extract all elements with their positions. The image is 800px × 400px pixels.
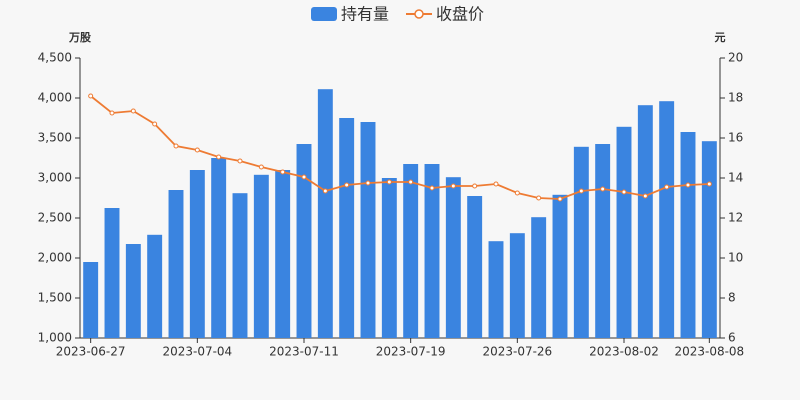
line-point — [216, 154, 222, 160]
line-point — [536, 195, 542, 201]
line-point — [237, 158, 243, 164]
bar — [531, 217, 547, 338]
bar — [189, 170, 205, 338]
x-tick-label: 2023-08-02 — [589, 345, 659, 359]
bar — [424, 164, 440, 338]
line-point — [130, 108, 136, 114]
line-point — [450, 183, 456, 189]
bar — [701, 141, 717, 338]
bar — [147, 234, 163, 338]
bar — [659, 101, 675, 338]
line-point — [322, 188, 328, 194]
x-tick-label: 2023-07-11 — [269, 345, 339, 359]
line-point — [386, 179, 392, 185]
line-point — [472, 183, 478, 189]
y-tick-label: 2,500 — [38, 211, 72, 225]
legend-swatch — [311, 7, 337, 21]
y-tick-label: 4,500 — [38, 51, 72, 65]
bar — [339, 118, 355, 338]
x-tick-label: 2023-07-04 — [162, 345, 232, 359]
line-point — [578, 188, 584, 194]
bar — [595, 144, 611, 338]
line-point — [152, 121, 158, 127]
bar — [445, 177, 461, 338]
legend: 持有量 收盘价 — [311, 5, 484, 24]
bar — [403, 164, 419, 338]
bar — [488, 241, 504, 338]
legend-label: 收盘价 — [436, 5, 484, 24]
line-point — [194, 147, 200, 153]
y2-tick-label: 8 — [728, 291, 736, 305]
line-point — [557, 196, 563, 202]
y2-tick-label: 18 — [728, 91, 743, 105]
y-tick-label: 4,000 — [38, 91, 72, 105]
line — [90, 95, 710, 200]
bar — [509, 233, 525, 338]
line-point — [109, 110, 115, 116]
y-tick-label: 2,000 — [38, 251, 72, 265]
y-tick-label: 1,500 — [38, 291, 72, 305]
bar — [232, 193, 248, 338]
line-point — [600, 186, 606, 192]
bar — [552, 194, 568, 338]
legend-label: 持有量 — [341, 5, 389, 24]
bar — [83, 262, 99, 338]
y-axis-label: 万股 — [68, 31, 92, 44]
y2-axis-label: 元 — [715, 31, 726, 44]
y2-tick-label: 20 — [728, 51, 743, 65]
bar — [317, 89, 333, 338]
bar — [211, 158, 227, 338]
x-tick-label: 2023-07-19 — [376, 345, 446, 359]
bar — [275, 170, 291, 338]
y2-tick-label: 10 — [728, 251, 743, 265]
bar — [168, 190, 184, 338]
line-point — [344, 182, 350, 188]
line-point — [365, 180, 371, 186]
x-tick-label: 2023-08-08 — [674, 345, 744, 359]
y2-tick-label: 12 — [728, 211, 743, 225]
line-point — [642, 193, 648, 199]
bar — [573, 146, 589, 338]
line-point — [685, 182, 691, 188]
line-point — [429, 185, 435, 191]
y2-tick-label: 16 — [728, 131, 743, 145]
line-point — [706, 181, 712, 187]
x-tick-label: 2023-06-27 — [56, 345, 126, 359]
bar — [616, 126, 632, 338]
y-tick-label: 1,000 — [38, 331, 72, 345]
y2-tick-label: 14 — [728, 171, 743, 185]
line-point — [173, 143, 179, 149]
bar — [637, 105, 653, 338]
line-point — [408, 179, 414, 185]
x-tick-label: 2023-07-26 — [482, 345, 552, 359]
y2-tick-label: 6 — [728, 331, 736, 345]
y-tick-label: 3,500 — [38, 131, 72, 145]
bar — [125, 244, 141, 338]
line-point — [514, 190, 520, 196]
bar — [104, 208, 120, 338]
line-point — [280, 169, 286, 175]
line-point — [258, 164, 264, 170]
bar — [381, 178, 397, 338]
bar — [680, 132, 696, 338]
bar — [253, 174, 269, 338]
line-point — [88, 93, 94, 99]
y-tick-label: 3,000 — [38, 171, 72, 185]
line-point — [301, 174, 307, 180]
line-point — [664, 184, 670, 190]
line-point — [621, 189, 627, 195]
bar — [296, 144, 312, 338]
line-point — [493, 181, 499, 187]
bar — [360, 122, 376, 338]
bar — [467, 196, 483, 338]
legend-swatch — [414, 9, 424, 19]
